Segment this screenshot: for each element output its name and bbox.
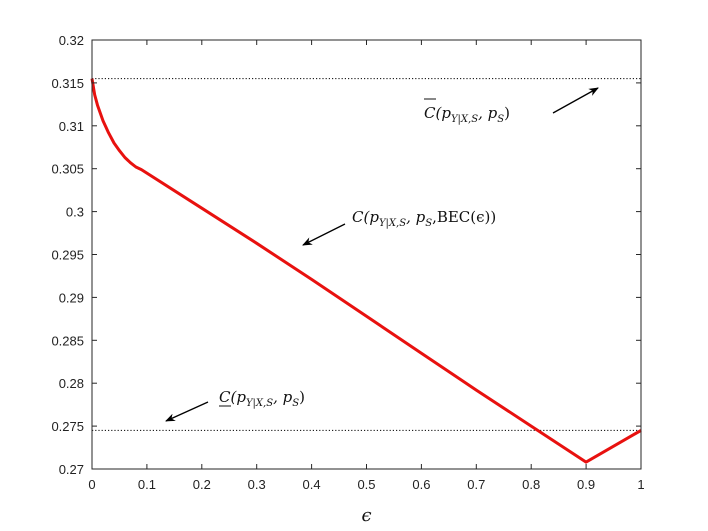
y-tick-label: 0.3 (66, 205, 84, 220)
x-tick-label: 0.3 (248, 477, 266, 492)
x-tick-label: 0.8 (522, 477, 540, 492)
y-ticks: 0.27 0.275 0.28 0.285 0.29 0.295 0.3 0.305 0.31 0… (51, 33, 641, 477)
x-tick-label: 0.4 (303, 477, 321, 492)
y-tick-label: 0.28 (59, 376, 84, 391)
y-tick-label: 0.315 (51, 76, 84, 91)
y-tick-label: 0.27 (59, 462, 84, 477)
annotation-upper-bound: C(pY|X,S, pS) (424, 104, 510, 125)
x-axis-label: ϵ (361, 505, 371, 526)
x-tick-label: 0.5 (357, 477, 375, 492)
annotation-arrow-bec (302, 223, 346, 246)
x-tick-label: 0.7 (467, 477, 485, 492)
y-tick-label: 0.29 (59, 290, 84, 305)
annotation-lower-bound: C(pY|X,S, pS) (219, 388, 305, 409)
x-tick-label: 0.1 (138, 477, 156, 492)
y-tick-label: 0.305 (51, 162, 84, 177)
x-ticks: 0 0.1 0.2 0.3 0.4 0.5 0.6 0.7 0.8 0.9 1 (88, 40, 645, 492)
x-tick-label: 1 (637, 477, 644, 492)
x-tick-label: 0.6 (412, 477, 430, 492)
y-tick-label: 0.285 (51, 333, 84, 348)
annotation-bec-capacity: C(pY|X,S, pS,BEC(ϵ)) (352, 208, 496, 229)
x-tick-label: 0 (88, 477, 95, 492)
annotation-arrows (165, 87, 599, 422)
annotation-arrow-upper (552, 87, 599, 114)
annotation-arrow-lower (165, 401, 209, 422)
y-tick-label: 0.275 (51, 419, 84, 434)
capacity-curve (90, 78, 642, 464)
x-tick-label: 0.2 (193, 477, 211, 492)
series-layer (90, 78, 642, 464)
y-tick-label: 0.31 (59, 119, 84, 134)
y-tick-label: 0.295 (51, 248, 84, 263)
y-tick-label: 0.32 (59, 33, 84, 48)
x-tick-label: 0.9 (577, 477, 595, 492)
